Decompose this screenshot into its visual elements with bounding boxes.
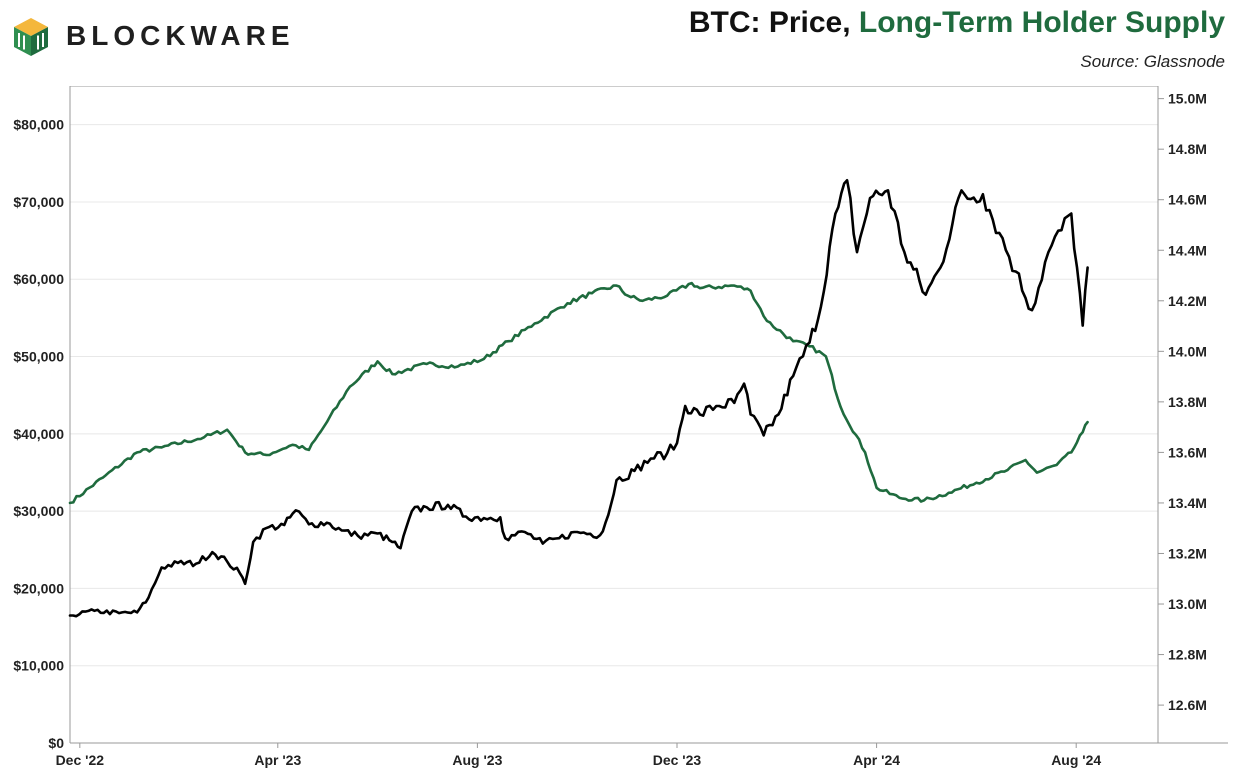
chart-header: BLOCKWARE BTC: Price, Long-Term Holder S… xyxy=(0,0,1233,86)
left-tick-label: $10,000 xyxy=(13,658,64,674)
left-tick-label: $30,000 xyxy=(13,503,64,519)
x-axis-ticks: Dec '22 Apr '23 Aug '23 Dec '23 Apr '24 Aug '… xyxy=(56,743,1101,768)
right-tick-label: 13.6M xyxy=(1168,444,1207,460)
chart-title: BTC: Price, Long-Term Holder Supply xyxy=(689,6,1225,40)
right-tick-label: 14.8M xyxy=(1168,141,1207,157)
x-tick-label: Apr '23 xyxy=(254,752,301,768)
right-tick-label: 13.4M xyxy=(1168,495,1207,511)
right-tick-label: 12.6M xyxy=(1168,697,1207,713)
left-tick-label: $70,000 xyxy=(13,194,64,210)
left-tick-label: $50,000 xyxy=(13,349,64,365)
right-tick-label: 13.8M xyxy=(1168,394,1207,410)
left-tick-label: $60,000 xyxy=(13,271,64,287)
blockware-logo-icon xyxy=(14,18,48,56)
x-tick-label: Dec '23 xyxy=(653,752,702,768)
right-tick-label: 14.0M xyxy=(1168,343,1207,359)
right-tick-label: 13.0M xyxy=(1168,596,1207,612)
btc-price-line xyxy=(68,179,1089,618)
x-tick-label: Apr '24 xyxy=(853,752,900,768)
left-tick-label: $80,000 xyxy=(13,117,64,133)
chart-title-accent: Long-Term Holder Supply xyxy=(858,6,1225,39)
right-tick-label: 14.6M xyxy=(1168,192,1207,208)
x-tick-label: Dec '22 xyxy=(56,752,105,768)
chart-source: Source: Glassnode xyxy=(1080,52,1225,71)
left-tick-label: $0 xyxy=(48,735,64,751)
right-tick-label: 13.2M xyxy=(1168,545,1207,561)
right-tick-label: 14.4M xyxy=(1168,242,1207,258)
x-tick-label: Aug '24 xyxy=(1051,752,1101,768)
lth-supply-line xyxy=(68,281,1089,505)
chart-title-main: BTC: Price, xyxy=(688,6,859,39)
left-tick-label: $40,000 xyxy=(13,426,64,442)
right-tick-label: 14.2M xyxy=(1168,293,1207,309)
x-tick-label: Aug '23 xyxy=(452,752,502,768)
line-chart: $0 $10,000 $20,000 $30,000 $40,000 $50,000 $60… xyxy=(13,86,1228,768)
left-axis-ticks: $0 $10,000 $20,000 $30,000 $40,000 $50,000 $60… xyxy=(13,117,64,751)
brand-name: BLOCKWARE xyxy=(66,20,295,51)
left-tick-label: $20,000 xyxy=(13,580,64,596)
series-lines xyxy=(68,179,1089,618)
grid-lines xyxy=(70,124,1158,667)
right-tick-label: 15.0M xyxy=(1168,91,1207,107)
right-axis-ticks: 12.6M 12.8M 13.0M 13.2M 13.4M 13.6M 13.8M 14.0M… xyxy=(1158,91,1207,713)
right-tick-label: 12.8M xyxy=(1168,647,1207,663)
axes xyxy=(69,86,1228,744)
